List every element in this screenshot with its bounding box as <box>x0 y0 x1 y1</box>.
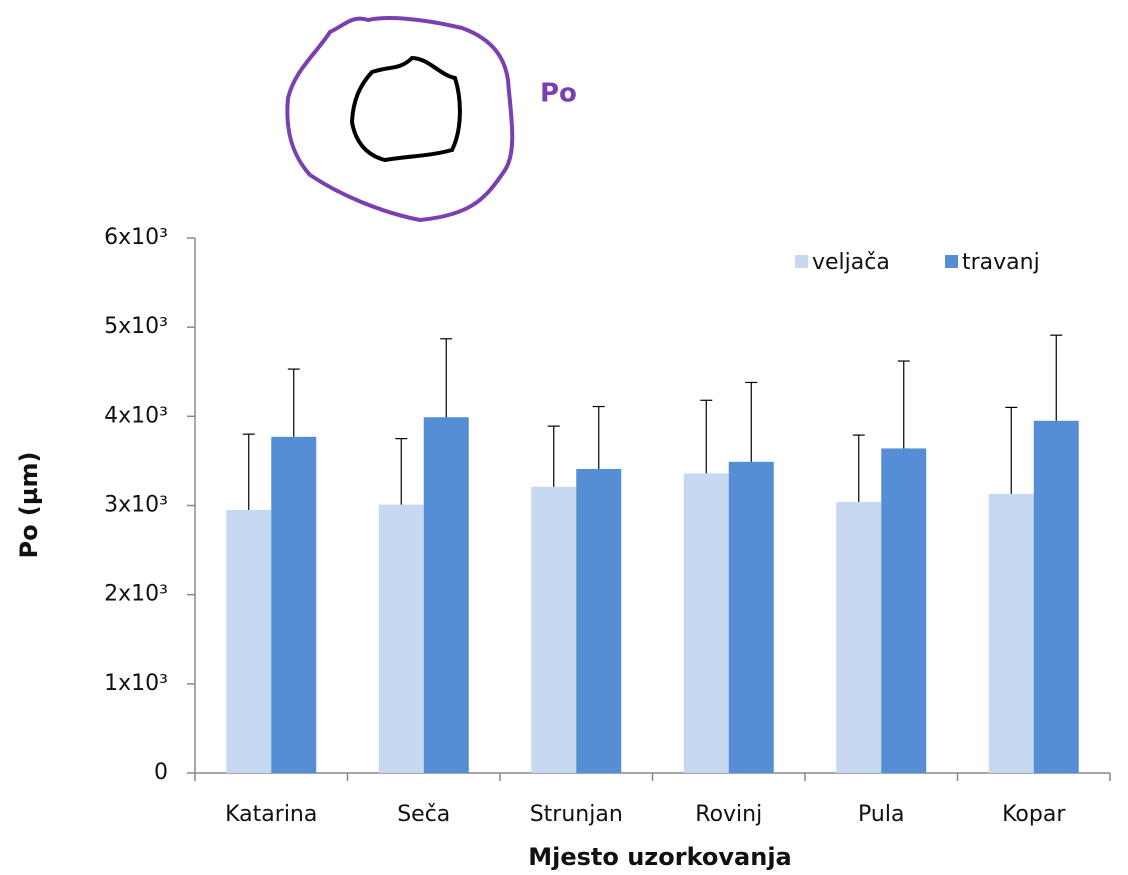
legend-swatch <box>795 255 808 268</box>
bar <box>271 436 317 773</box>
bar <box>423 417 469 773</box>
y-tick-label: 5x10³ <box>104 314 168 339</box>
legend-swatch <box>945 255 958 268</box>
y-tick-label: 3x10³ <box>104 493 168 518</box>
legend-label: travanj <box>962 250 1040 275</box>
y-tick-label: 1x10³ <box>104 671 168 696</box>
y-tick-label: 6x10³ <box>104 225 168 250</box>
x-tick-label: Strunjan <box>530 802 623 827</box>
inner-outline <box>349 55 462 163</box>
x-axis-title: Mjesto uzorkovanja <box>528 843 792 871</box>
bar <box>881 448 927 773</box>
annotation: Po <box>540 79 577 109</box>
y-tick-label: 4x10³ <box>104 403 168 428</box>
y-axis-title: Po (µm) <box>15 451 43 558</box>
legend-label: veljača <box>812 250 890 275</box>
x-tick-label: Pula <box>858 802 904 827</box>
bar <box>531 486 577 773</box>
bar <box>836 501 882 773</box>
bar <box>728 461 774 773</box>
bar <box>576 468 622 773</box>
bar <box>378 504 424 773</box>
x-tick-label: Katarina <box>225 802 317 827</box>
bar <box>1033 420 1079 773</box>
bar <box>988 493 1034 773</box>
x-tick-label: Kopar <box>1002 802 1066 827</box>
x-tick-label: Rovinj <box>695 802 762 827</box>
bar <box>683 473 729 773</box>
y-tick-label: 0 <box>154 760 168 785</box>
bar <box>226 509 272 773</box>
y-tick-label: 2x10³ <box>104 582 168 607</box>
x-tick-label: Seča <box>397 802 450 827</box>
outer-outline <box>285 16 515 223</box>
